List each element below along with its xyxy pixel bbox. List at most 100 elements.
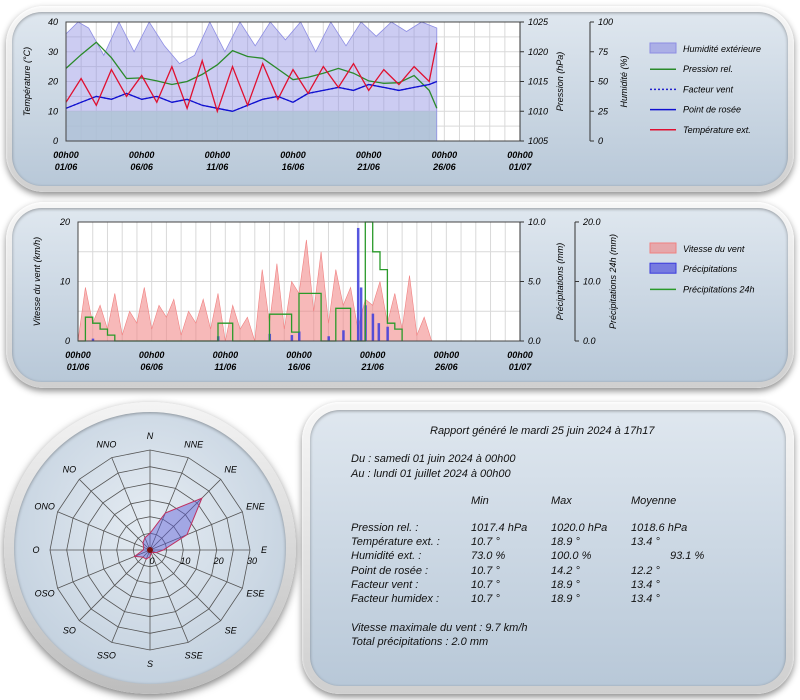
report-row-avg: 13.4 ° [631, 593, 660, 605]
x-tick-label-date: 26/06 [434, 362, 459, 372]
report-row-min: 10.7 ° [471, 565, 500, 577]
temperature-chart: 00h00 01/06 00h00 06/06 00h00 11/06 00h00 16/06… [22, 17, 761, 172]
x-tick-label-time: 00h00 [286, 350, 312, 360]
legend-label: Vitesse du vent [683, 244, 745, 254]
y-right2-tick-label: 25 [597, 106, 609, 116]
y-right2-tick-label: 0.0 [583, 336, 596, 346]
wind-chart: 00h00 01/06 00h00 06/06 00h00 11/06 00h00 16/06… [32, 217, 755, 372]
y-left-tick-label: 40 [48, 17, 58, 27]
report-row-max: 14.2 ° [551, 565, 580, 577]
x-tick-label-time: 00h00 [507, 150, 533, 160]
y-right1-tick-label: 1025 [528, 17, 549, 27]
legend-label: Précipitations 24h [683, 284, 755, 294]
temperature-low-band [66, 111, 437, 141]
series-area [77, 239, 439, 342]
direction-label: E [261, 545, 268, 555]
rain-bar [356, 227, 360, 341]
x-tick-label-time: 00h00 [432, 150, 458, 160]
y-left-tick-label: 20 [59, 217, 70, 227]
radar-spoke [57, 511, 151, 551]
y-right2-axis-label: Précipitations 24h (mm) [608, 234, 618, 329]
x-tick-label-date: 11/06 [206, 162, 229, 172]
direction-label: ONO [34, 501, 55, 511]
radial-tick-label: 30 [247, 556, 257, 566]
legend-label: Facteur vent [683, 84, 734, 94]
y-left-tick-label: 20 [47, 77, 58, 87]
report-max-wind: Vitesse maximale du vent : 9.7 km/h [351, 622, 528, 634]
direction-label: NNO [96, 440, 116, 450]
report-row-avg: 1018.6 hPa [631, 522, 688, 534]
x-tick-label-date: 01/06 [55, 162, 79, 172]
report-total-rain: Total précipitations : 2.0 mm [351, 636, 489, 648]
report-row-avg: 93.1 % [670, 550, 705, 562]
y-right1-tick-label: 1015 [528, 77, 549, 87]
radar-spoke [149, 549, 189, 643]
x-tick-label-date: 21/06 [360, 362, 385, 372]
y-left-tick-label: 0 [53, 136, 58, 146]
radar-spoke [79, 479, 151, 551]
direction-label: O [32, 545, 39, 555]
y-right2-tick-label: 75 [598, 47, 609, 57]
wind-rose-center [147, 547, 153, 553]
x-tick-label-time: 00h00 [213, 350, 239, 360]
x-tick-label-time: 00h00 [53, 150, 79, 160]
x-tick-label-date: 01/07 [509, 162, 533, 172]
radar-spoke [149, 549, 221, 621]
wind-direction-area [133, 497, 203, 560]
report-row-max: 18.9 ° [551, 536, 580, 548]
y-left-tick-label: 10 [48, 106, 58, 116]
report-row-max: 18.9 ° [551, 593, 580, 605]
radar-spoke [149, 457, 189, 551]
y-right2-tick-label: 20.0 [582, 217, 601, 227]
series-area [65, 21, 438, 142]
radial-tick-label: 10 [180, 556, 190, 566]
report-row-label: Pression rel. : [351, 522, 419, 534]
report-header-avg: Moyenne [631, 495, 677, 507]
report-row-label: Humidité ext. : [351, 550, 422, 562]
direction-label: SSE [185, 650, 204, 660]
report-row-label: Facteur humidex : [351, 593, 440, 605]
rain-bar [342, 330, 345, 341]
y-right2-tick-label: 10.0 [583, 277, 601, 287]
direction-label: N [147, 431, 154, 441]
direction-label: SO [63, 626, 76, 636]
x-tick-label-time: 00h00 [129, 150, 155, 160]
report-title: Rapport généré le mardi 25 juin 2024 à 1… [430, 425, 655, 437]
x-tick-label-time: 00h00 [507, 350, 533, 360]
y-left-tick-label: 10 [60, 277, 70, 287]
wind-rose-chart: N NNE NE ENE E ESE SE SSE S SSO SO OSO O ONO NO NNO 0 10 2… [32, 431, 268, 669]
direction-label: S [147, 659, 153, 669]
series-line [65, 42, 438, 114]
report-row-avg: 13.4 ° [631, 579, 660, 591]
radar-spoke [149, 549, 243, 589]
direction-label: SE [225, 626, 238, 636]
radar-spoke [111, 549, 151, 643]
direction-label: NO [63, 464, 77, 474]
series-line [65, 41, 438, 109]
direction-label: ESE [246, 589, 265, 599]
x-tick-label-time: 00h00 [434, 350, 460, 360]
x-tick-label-time: 00h00 [360, 350, 386, 360]
radial-tick-label: 0 [149, 556, 154, 566]
legend-label: Température ext. [683, 125, 751, 135]
y-right1-axis-label: Précipitations (mm) [555, 243, 565, 321]
report-panel [302, 402, 794, 694]
report-row-max: 18.9 ° [551, 579, 580, 591]
y-right2-tick-label: 100 [598, 17, 613, 27]
rain-bar [371, 313, 375, 341]
y-right2-tick-label: 50 [598, 77, 608, 87]
x-tick-label-date: 06/06 [130, 162, 154, 172]
y-right1-tick-label: 1020 [528, 47, 548, 57]
y-right1-tick-label: 1010 [528, 106, 548, 116]
x-tick-label-date: 01/06 [67, 362, 91, 372]
report-row-max: 1020.0 hPa [551, 522, 608, 534]
radar-spoke [149, 479, 221, 551]
y-right2-tick-label: 0 [598, 136, 603, 146]
legend-label: Humidité extérieure [683, 44, 761, 54]
report-period-to: Au : lundi 01 juillet 2024 à 00h00 [351, 468, 511, 480]
radar-spoke [111, 457, 151, 551]
report-row-label: Facteur vent : [351, 579, 419, 591]
legend-swatch [649, 42, 677, 54]
report-row-min: 73.0 % [471, 550, 506, 562]
y-left-axis-label: Température (°C) [22, 47, 32, 116]
